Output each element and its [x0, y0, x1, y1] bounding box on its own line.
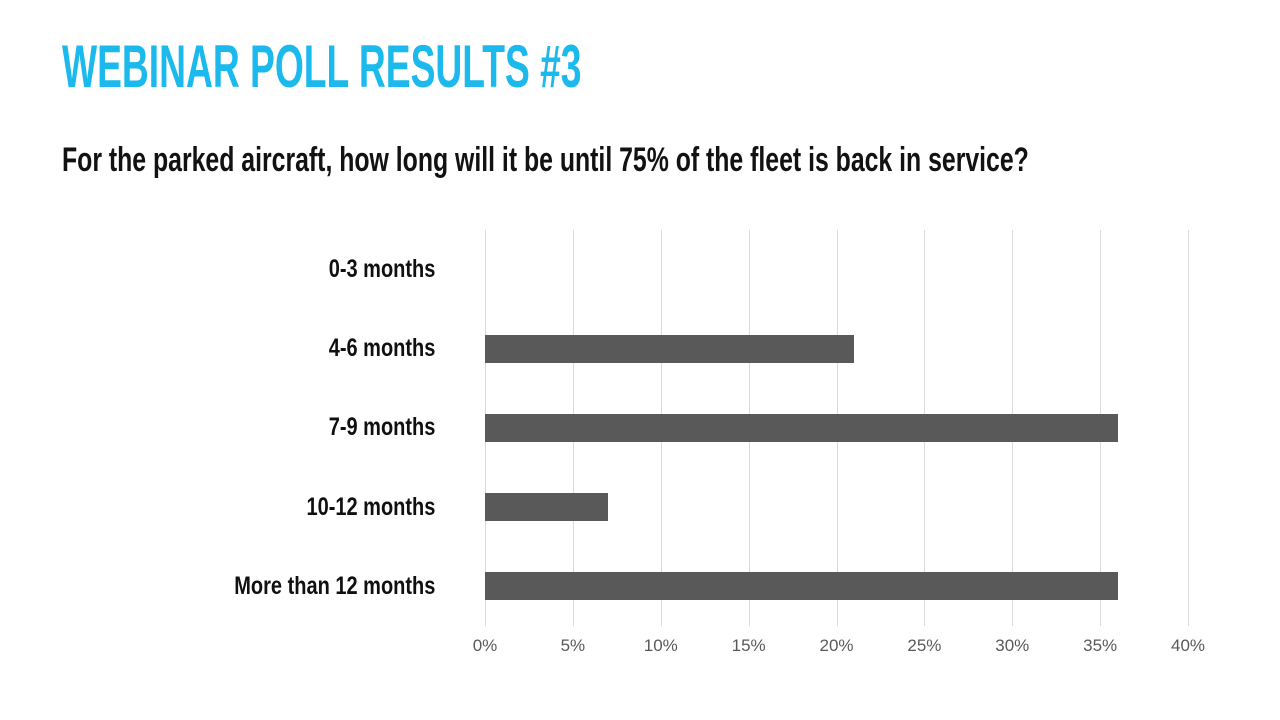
- x-axis-tick-label: 5%: [560, 635, 586, 655]
- category-label: 4-6 months: [328, 334, 436, 363]
- bar: [485, 334, 855, 363]
- category-label: More than 12 months: [234, 571, 436, 600]
- x-axis-tick-label: 35%: [1083, 635, 1118, 655]
- x-axis-tick-label: 20%: [819, 635, 854, 655]
- x-axis-tick-label: 30%: [995, 635, 1030, 655]
- x-axis-tick-label: 0%: [472, 635, 498, 655]
- category-label: 0-3 months: [328, 255, 436, 284]
- bar: [485, 572, 1118, 601]
- category-label: 10-12 months: [306, 492, 436, 521]
- plot-area: 0-3 months 4-6 months 7-9 months: [160, 230, 1205, 666]
- bar-track: [485, 309, 1188, 388]
- page-title: WEBINAR POLL RESULTS #3: [62, 33, 582, 100]
- chart-row: 7-9 months: [160, 388, 1188, 467]
- chart-row: More than 12 months: [160, 547, 1188, 626]
- bar-track: [485, 388, 1188, 467]
- x-axis-tick-label: 40%: [1170, 635, 1206, 655]
- x-axis: 0% 5% 10% 15% 20% 25% 30% 35% 40%: [473, 635, 1205, 666]
- x-axis-tick-label: 15%: [731, 635, 766, 655]
- x-axis-tick-label: 25%: [907, 635, 942, 655]
- bar-track: [485, 547, 1188, 626]
- chart-rows: 0-3 months 4-6 months 7-9 months: [160, 230, 1188, 626]
- bar-track: [485, 230, 1188, 309]
- chart-row: 10-12 months: [160, 468, 1188, 547]
- poll-question: For the parked aircraft, how long will i…: [62, 141, 1029, 179]
- category-label: 7-9 months: [328, 413, 436, 442]
- chart-row: 4-6 months: [160, 309, 1188, 388]
- chart-row: 0-3 months: [160, 230, 1188, 309]
- gridline: [1188, 230, 1189, 626]
- bar: [485, 493, 609, 522]
- bar-track: [485, 468, 1188, 547]
- bar: [485, 413, 1118, 442]
- x-axis-tick-label: 10%: [643, 635, 678, 655]
- poll-results-bar-chart: 0-3 months 4-6 months 7-9 months: [160, 230, 1205, 666]
